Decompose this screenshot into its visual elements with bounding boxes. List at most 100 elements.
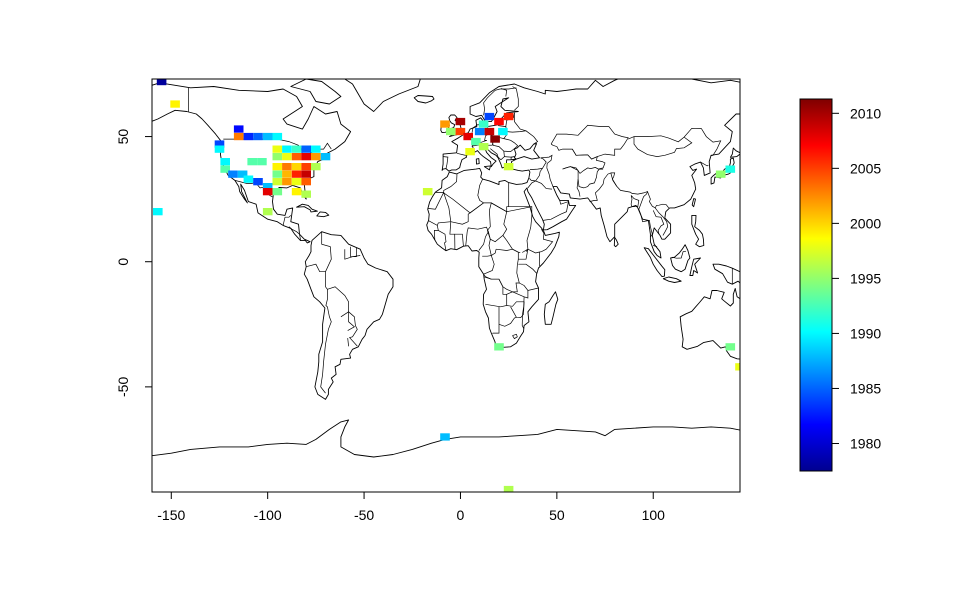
legend-color-bar	[799, 98, 833, 472]
year-cell	[272, 178, 283, 186]
year-cell	[243, 175, 254, 183]
bangladesh	[630, 195, 640, 208]
caucasus	[540, 154, 553, 168]
year-cell	[262, 208, 273, 216]
year-cell	[228, 170, 238, 178]
year-cell	[247, 158, 257, 166]
year-cell	[311, 145, 321, 153]
tanzania-south	[519, 282, 539, 291]
greenland-outline	[343, 79, 421, 112]
mozambique-south	[521, 296, 525, 329]
west-africa-c	[449, 221, 456, 250]
year-cell	[272, 163, 283, 171]
australia-outline	[679, 288, 740, 360]
china-myanmar-laos	[647, 191, 669, 209]
year-cell	[282, 178, 292, 186]
niger-chad	[489, 202, 507, 213]
kazakhstan	[550, 124, 629, 160]
year-cell	[478, 143, 489, 151]
iraq-syria-jordan	[529, 168, 543, 182]
java-outline	[662, 276, 682, 283]
myanmar-thailand	[638, 209, 653, 237]
ethiopia-somalia-kenya	[527, 229, 554, 254]
year-cell	[725, 343, 736, 351]
india-north	[610, 172, 649, 210]
year-cell	[233, 132, 244, 141]
zambia-mozambique-zimbabwe	[506, 290, 529, 299]
legend-tick-label: 2005	[850, 160, 881, 176]
year-cell	[282, 170, 292, 178]
year-cell	[484, 127, 495, 136]
year-cell	[440, 433, 450, 441]
sweden-finland	[500, 88, 508, 97]
peru-bolivia	[325, 289, 328, 308]
year-cell	[214, 140, 225, 148]
bolivia-chile-argentina	[320, 306, 332, 394]
baffin-outline	[290, 79, 342, 105]
y-tick-label: 50	[115, 129, 131, 145]
year-cell	[291, 145, 302, 153]
saudi-north	[527, 180, 553, 190]
year-cell	[471, 137, 481, 146]
year-cell	[272, 145, 283, 153]
legend-tick-label: 1990	[850, 325, 881, 341]
year-cell	[262, 188, 273, 196]
year-cell	[478, 120, 489, 128]
south-america-outline	[303, 231, 394, 400]
legend-ticks: 2010 2005 2000 1995 1990 1985 1980	[832, 105, 881, 451]
year-cell	[484, 112, 495, 121]
year-cell	[301, 178, 311, 186]
russia-west	[514, 112, 527, 132]
cuba-outline	[296, 203, 318, 213]
borneo-split	[671, 250, 687, 259]
mauritania-mali	[428, 192, 452, 226]
argentina-uruguay	[347, 338, 349, 347]
madagascar-outline	[543, 291, 559, 325]
sicily-outline	[483, 165, 491, 171]
brazil-peru-bolivia	[327, 286, 358, 347]
algeria-morocco	[443, 174, 484, 214]
world-map-plot	[152, 79, 740, 492]
year-cell	[311, 153, 321, 161]
bulgaria-turkey	[504, 156, 515, 160]
guianas	[350, 246, 357, 258]
west-africa-b	[438, 230, 447, 251]
x-tick-label: -150	[157, 507, 185, 523]
y-tick-label: -50	[115, 377, 131, 397]
year-cell	[490, 135, 500, 143]
saudi-yemen-oman	[542, 200, 569, 221]
year-cell	[446, 127, 456, 136]
year-cell	[503, 112, 514, 121]
colombia-venezuela	[321, 231, 332, 272]
year-cell	[301, 170, 311, 178]
year-cell	[262, 132, 273, 141]
year-cell	[282, 163, 292, 171]
year-cell	[156, 79, 167, 86]
year-cell	[170, 100, 180, 108]
year-cell	[153, 208, 163, 216]
year-cell	[474, 127, 485, 136]
year-cell	[291, 163, 302, 171]
year-cell	[243, 132, 254, 141]
western-sahara	[427, 192, 445, 210]
antarctica-outline	[152, 419, 740, 458]
iceland-outline	[413, 95, 435, 104]
iran-east	[562, 166, 581, 197]
laos-vietnam	[654, 207, 669, 236]
year-cell	[220, 158, 230, 166]
year-cell	[494, 343, 504, 351]
colombia-peru-ecuador	[306, 263, 328, 290]
year-cell	[320, 153, 331, 161]
y-axis: 50 0 -50	[115, 129, 153, 397]
year-cell	[291, 170, 302, 178]
year-cell	[463, 132, 473, 141]
x-tick-label: 0	[457, 507, 465, 523]
mali-niger	[450, 202, 484, 225]
botswana-sa	[498, 316, 517, 327]
scandinavia	[483, 87, 517, 116]
year-cell	[237, 170, 248, 178]
afghan-pakistan	[577, 168, 604, 189]
central-america-2	[288, 226, 302, 241]
